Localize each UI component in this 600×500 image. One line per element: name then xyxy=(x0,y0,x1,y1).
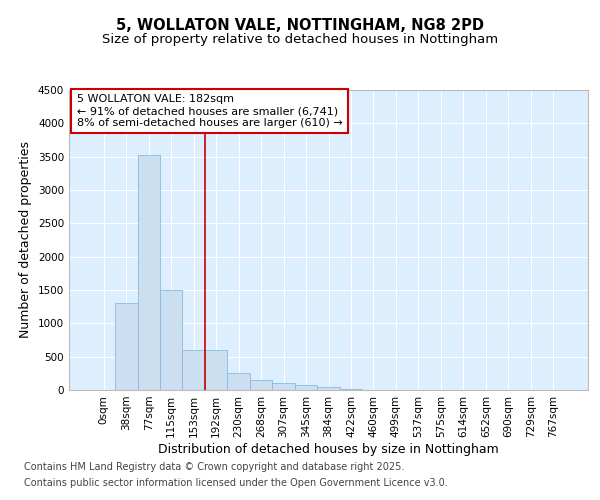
Bar xyxy=(340,389,362,390)
X-axis label: Distribution of detached houses by size in Nottingham: Distribution of detached houses by size … xyxy=(158,442,499,456)
Text: Contains HM Land Registry data © Crown copyright and database right 2025.: Contains HM Land Registry data © Crown c… xyxy=(24,462,404,472)
Bar xyxy=(160,290,182,390)
Bar xyxy=(115,304,137,390)
Bar xyxy=(295,385,317,390)
Bar xyxy=(137,156,160,390)
Bar xyxy=(250,380,272,390)
Bar xyxy=(227,374,250,390)
Bar xyxy=(317,386,340,390)
Text: 5, WOLLATON VALE, NOTTINGHAM, NG8 2PD: 5, WOLLATON VALE, NOTTINGHAM, NG8 2PD xyxy=(116,18,484,32)
Bar xyxy=(205,350,227,390)
Text: Size of property relative to detached houses in Nottingham: Size of property relative to detached ho… xyxy=(102,32,498,46)
Bar xyxy=(272,384,295,390)
Y-axis label: Number of detached properties: Number of detached properties xyxy=(19,142,32,338)
Text: Contains public sector information licensed under the Open Government Licence v3: Contains public sector information licen… xyxy=(24,478,448,488)
Text: 5 WOLLATON VALE: 182sqm
← 91% of detached houses are smaller (6,741)
8% of semi-: 5 WOLLATON VALE: 182sqm ← 91% of detache… xyxy=(77,94,343,128)
Bar xyxy=(182,350,205,390)
